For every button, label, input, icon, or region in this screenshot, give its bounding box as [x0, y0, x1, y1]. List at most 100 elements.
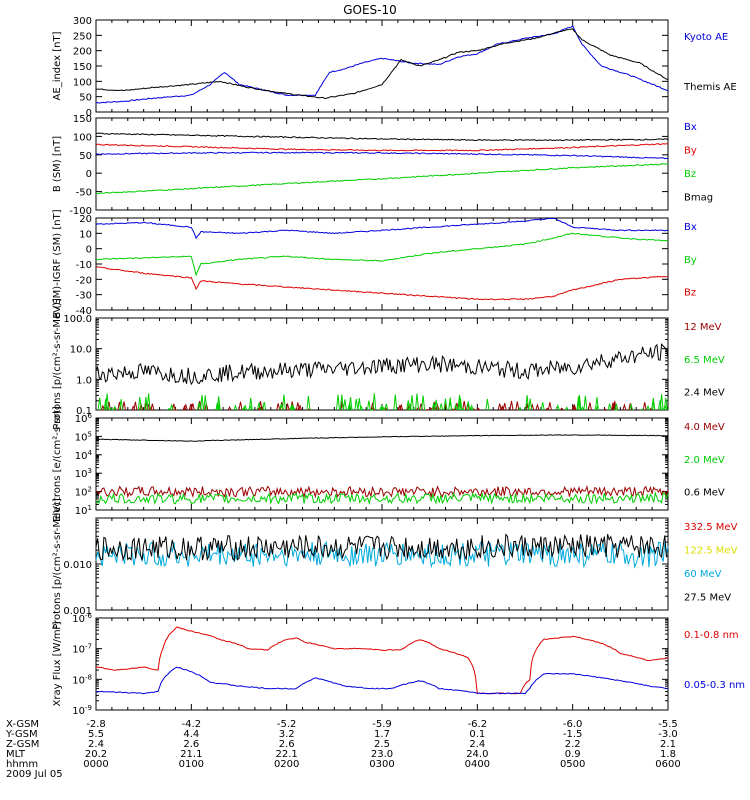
y-tick-label: 102	[75, 486, 92, 499]
y-tick-label: 50	[79, 151, 92, 162]
panel-1: 0 50 100 150 200 250 300 AE_index [nT] Kyoto AE T…	[52, 16, 737, 119]
y-axis-label: Electrons [e/(cm²-s-sr)]	[52, 406, 63, 522]
series-line	[95, 232, 669, 277]
x-tick-label: -5.9	[372, 719, 392, 730]
panel-frame	[95, 617, 669, 711]
y-tick-label: -20	[76, 275, 92, 286]
x-tick-label: 1.7	[374, 729, 390, 740]
legend-label: 0.05-0.3 nm	[684, 680, 745, 691]
legend-label: 4.0 MeV	[684, 422, 725, 433]
y-tick-label: 0	[86, 169, 92, 180]
panel-7: 10-9 10-8 10-7 10-6 Xray Flux [W/m²] 0.1-0.8 …	[52, 612, 745, 717]
panel-frame	[95, 317, 669, 411]
y-tick-label: -50	[76, 188, 92, 199]
x-tick-label: 5.5	[88, 729, 104, 740]
legend-label: Kyoto AE	[684, 32, 728, 43]
y-tick-label: 100	[73, 77, 92, 88]
y-tick-label: 0	[86, 245, 92, 256]
series-line	[95, 343, 669, 386]
y-tick-label: 103	[75, 467, 92, 480]
x-tick-label: 2.4	[469, 739, 485, 750]
legend-label: 332.5 MeV	[684, 522, 738, 533]
panel-frame	[95, 517, 669, 611]
x-tick-label: -2.8	[86, 719, 106, 730]
series-line	[95, 132, 669, 142]
x-tick-label: 0100	[179, 759, 204, 770]
legend-label: 0.1-0.8 nm	[684, 630, 739, 641]
panel-5: 101 102 103 104 105 106 Electrons [e/(cm²-s-sr…	[52, 406, 725, 522]
x-row-label: Z-GSM	[6, 739, 39, 750]
y-tick-label: 10.0	[70, 345, 92, 356]
x-tick-label: -1.5	[563, 729, 583, 740]
series-line	[95, 666, 669, 695]
series-line	[95, 484, 669, 499]
y-tick-label: 0.1	[76, 406, 92, 417]
x-row-label: hhmm	[6, 759, 38, 770]
y-tick-label: -40	[76, 306, 92, 317]
x-tick-label: -4.2	[182, 719, 202, 730]
y-axis-label: AE_index [nT]	[52, 31, 63, 100]
y-tick-label: 20	[79, 214, 92, 225]
x-tick-label: 0200	[274, 759, 299, 770]
y-tick-label: 300	[73, 16, 92, 27]
x-tick-label: -5.5	[658, 719, 678, 730]
series-line	[95, 163, 669, 195]
x-tick-label: 4.4	[183, 729, 199, 740]
series-line	[95, 533, 669, 562]
y-tick-label: 104	[75, 449, 93, 462]
x-tick-label: 0000	[83, 759, 108, 770]
y-tick-label: 10	[79, 229, 92, 240]
series-line	[95, 540, 669, 569]
y-tick-label: -100	[69, 206, 92, 217]
legend-label: Bz	[684, 288, 696, 299]
y-tick-label: 10-8	[72, 673, 92, 686]
x-tick-label: 2.6	[279, 739, 295, 750]
y-tick-label: -10	[76, 260, 92, 271]
x-tick-label: -5.2	[277, 719, 297, 730]
legend-label: 122.5 MeV	[684, 545, 738, 556]
x-tick-label: 3.2	[279, 729, 295, 740]
legend-label: By	[684, 255, 697, 266]
x-tick-label: 2.2	[565, 739, 581, 750]
x-tick-label: 2.1	[660, 739, 676, 750]
legend-label: Bx	[684, 122, 697, 133]
y-tick-label: 200	[73, 47, 92, 58]
x-row-label: Y-GSM	[5, 729, 38, 740]
x-tick-label: -6.2	[468, 719, 488, 730]
y-axis-label: Protons [p/(cm²-s-sr-MeV)]	[52, 298, 63, 430]
x-tick-label: 23.0	[371, 749, 393, 760]
panel-frame	[95, 19, 669, 113]
series-line	[95, 143, 669, 152]
legend-label: By	[684, 145, 697, 156]
series-line	[97, 393, 668, 411]
x-tick-label: 0.1	[469, 729, 485, 740]
plot-title: GOES-10	[343, 3, 397, 17]
y-tick-label: 50	[79, 93, 92, 104]
panel-frame	[95, 217, 669, 311]
x-tick-label: 2.4	[88, 739, 104, 750]
series-line	[95, 151, 669, 160]
y-tick-label: 105	[75, 430, 92, 443]
x-tick-label: 20.2	[85, 749, 107, 760]
series-line	[95, 24, 669, 104]
x-tick-label: 2.5	[374, 739, 390, 750]
y-tick-label: 0.010	[63, 560, 92, 571]
x-row-label: MLT	[6, 749, 26, 760]
legend-label: Bz	[684, 169, 696, 180]
x-tick-label: -6.0	[563, 719, 583, 730]
series-line	[95, 28, 669, 100]
x-tick-label: 0600	[655, 759, 680, 770]
x-tick-label: -3.0	[658, 729, 678, 740]
x-tick-label: 22.1	[276, 749, 298, 760]
series-line	[95, 491, 669, 506]
legend-label: 0.6 MeV	[684, 488, 725, 499]
x-row-label: X-GSM	[6, 719, 39, 730]
x-tick-label: 0.9	[565, 749, 581, 760]
series-line	[95, 266, 668, 301]
x-tick-label: 0400	[465, 759, 490, 770]
panel-frame	[95, 417, 669, 511]
legend-label: 2.4 MeV	[684, 388, 725, 399]
